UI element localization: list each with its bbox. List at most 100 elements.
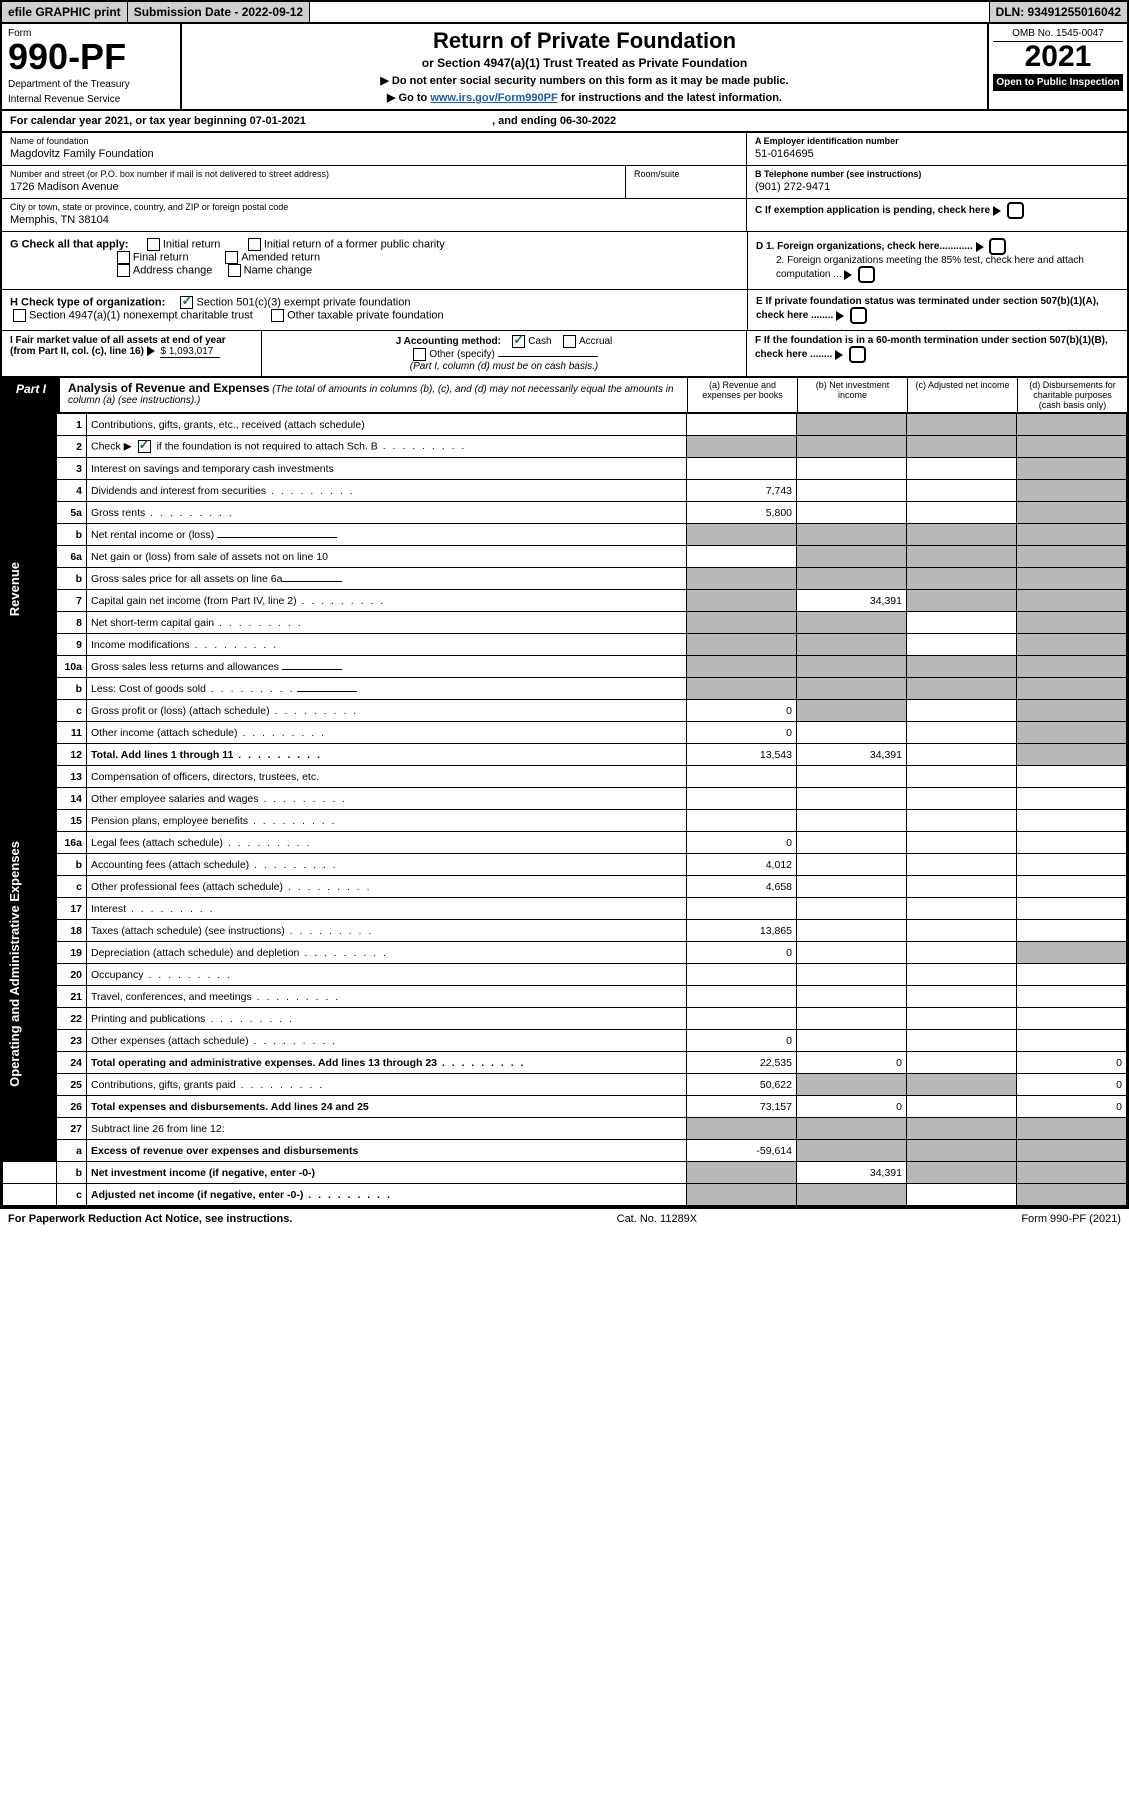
table-row: Revenue 1Contributions, gifts, grants, e… — [3, 414, 1127, 436]
checkbox-initial-former[interactable] — [248, 238, 261, 251]
table-row: bAccounting fees (attach schedule)4,012 — [3, 854, 1127, 876]
checkbox-d2[interactable] — [858, 266, 875, 283]
table-row: 23Other expenses (attach schedule)0 — [3, 1030, 1127, 1052]
checkbox-initial[interactable] — [147, 238, 160, 251]
ein-label: A Employer identification number — [755, 136, 1119, 146]
checkbox-schb[interactable] — [138, 440, 151, 453]
cal-end: 06-30-2022 — [560, 115, 616, 127]
form-reference: Form 990-PF (2021) — [1021, 1213, 1121, 1225]
checkbox-501c3[interactable] — [180, 296, 193, 309]
part1-header: Part I Analysis of Revenue and Expenses … — [2, 378, 1127, 413]
header-right: OMB No. 1545-0047 2021 Open to Public In… — [987, 24, 1127, 109]
e-label: E If private foundation status was termi… — [756, 296, 1099, 321]
table-row: 24Total operating and administrative exp… — [3, 1052, 1127, 1074]
catalog-number: Cat. No. 11289X — [617, 1213, 698, 1225]
tax-year: 2021 — [993, 42, 1123, 72]
table-row: bLess: Cost of goods sold — [3, 678, 1127, 700]
j-note: (Part I, column (d) must be on cash basi… — [410, 361, 598, 372]
table-row: 16aLegal fees (attach schedule)0 — [3, 832, 1127, 854]
arrow-icon — [976, 242, 984, 252]
submission-date: Submission Date - 2022-09-12 — [128, 2, 310, 22]
table-row: 12Total. Add lines 1 through 1113,54334,… — [3, 744, 1127, 766]
cash-label: Cash — [528, 336, 551, 347]
form-number: 990-PF — [8, 39, 174, 75]
header-center: Return of Private Foundation or Section … — [182, 24, 987, 109]
amended-label: Amended return — [241, 251, 320, 263]
part1-table: Revenue 1Contributions, gifts, grants, e… — [2, 413, 1127, 1206]
checkbox-e[interactable] — [850, 307, 867, 324]
final-return-label: Final return — [133, 251, 189, 263]
501c3-label: Section 501(c)(3) exempt private foundat… — [196, 296, 410, 308]
table-row: bGross sales price for all assets on lin… — [3, 568, 1127, 590]
checkbox-d1[interactable] — [989, 238, 1006, 255]
part1-title: Analysis of Revenue and Expenses — [68, 381, 269, 395]
cal-begin: 07-01-2021 — [250, 115, 306, 127]
col-c-header: (c) Adjusted net income — [907, 378, 1017, 412]
identity-block: Name of foundation Magdovitz Family Foun… — [2, 133, 1127, 231]
instr-1: ▶ Do not enter social security numbers o… — [190, 74, 979, 87]
foundation-name: Magdovitz Family Foundation — [10, 146, 738, 162]
checkbox-amended[interactable] — [225, 251, 238, 264]
header-row: Form 990-PF Department of the Treasury I… — [2, 24, 1127, 111]
table-row: 27Subtract line 26 from line 12: — [3, 1118, 1127, 1140]
arrow-icon — [844, 270, 852, 280]
city-value: Memphis, TN 38104 — [10, 212, 738, 228]
other-method-label: Other (specify) — [429, 349, 495, 360]
instr2-pre: ▶ Go to — [387, 92, 430, 104]
form-container: efile GRAPHIC print Submission Date - 20… — [0, 0, 1129, 1208]
hij-row: I Fair market value of all assets at end… — [2, 330, 1127, 378]
paperwork-notice: For Paperwork Reduction Act Notice, see … — [8, 1213, 292, 1225]
table-row: aExcess of revenue over expenses and dis… — [3, 1140, 1127, 1162]
footer-row: For Paperwork Reduction Act Notice, see … — [0, 1208, 1129, 1229]
checkbox-f[interactable] — [849, 346, 866, 363]
table-row: 8Net short-term capital gain — [3, 612, 1127, 634]
accrual-label: Accrual — [579, 336, 612, 347]
d2-label: 2. Foreign organizations meeting the 85%… — [776, 255, 1084, 280]
col-d-header: (d) Disbursements for charitable purpose… — [1017, 378, 1127, 412]
table-row: 11Other income (attach schedule)0 — [3, 722, 1127, 744]
table-row: cOther professional fees (attach schedul… — [3, 876, 1127, 898]
table-row: 6aNet gain or (loss) from sale of assets… — [3, 546, 1127, 568]
checkbox-4947[interactable] — [13, 309, 26, 322]
table-row: 9Income modifications — [3, 634, 1127, 656]
revenue-side-label: Revenue — [7, 562, 22, 616]
cal-pre: For calendar year 2021, or tax year begi… — [10, 115, 250, 127]
checkbox-accrual[interactable] — [563, 335, 576, 348]
form-title: Return of Private Foundation — [190, 28, 979, 54]
room-label: Room/suite — [634, 169, 738, 179]
table-row: 17Interest — [3, 898, 1127, 920]
table-row: 18Taxes (attach schedule) (see instructi… — [3, 920, 1127, 942]
checkbox-address[interactable] — [117, 264, 130, 277]
table-row: 2Check ▶ if the foundation is not requir… — [3, 436, 1127, 458]
check-row-g: G Check all that apply: Initial return I… — [2, 231, 1127, 289]
checkbox-name[interactable] — [228, 264, 241, 277]
arrow-icon — [836, 311, 844, 321]
checkbox-final[interactable] — [117, 251, 130, 264]
checkbox-cash[interactable] — [512, 335, 525, 348]
table-row: 14Other employee salaries and wages — [3, 788, 1127, 810]
checkbox-other-method[interactable] — [413, 348, 426, 361]
table-row: 15Pension plans, employee benefits — [3, 810, 1127, 832]
part1-tab: Part I — [2, 378, 60, 412]
initial-former-label: Initial return of a former public charit… — [264, 238, 445, 250]
checkbox-other-taxable[interactable] — [271, 309, 284, 322]
table-row: 22Printing and publications — [3, 1008, 1127, 1030]
header-left: Form 990-PF Department of the Treasury I… — [2, 24, 182, 109]
inspection-label: Open to Public Inspection — [993, 74, 1123, 91]
table-row: bNet rental income or (loss) — [3, 524, 1127, 546]
irs-label: Internal Revenue Service — [8, 94, 174, 105]
name-change-label: Name change — [244, 264, 313, 276]
cal-mid: , and ending — [492, 115, 560, 127]
top-bar: efile GRAPHIC print Submission Date - 20… — [2, 2, 1127, 24]
other-taxable-label: Other taxable private foundation — [287, 309, 444, 321]
g-label: G Check all that apply: — [10, 238, 129, 250]
calendar-year-row: For calendar year 2021, or tax year begi… — [2, 111, 1127, 133]
irs-link[interactable]: www.irs.gov/Form990PF — [430, 92, 557, 104]
table-row: 26Total expenses and disbursements. Add … — [3, 1096, 1127, 1118]
table-row: 3Interest on savings and temporary cash … — [3, 458, 1127, 480]
city-label: City or town, state or province, country… — [10, 202, 738, 212]
checkbox-c[interactable] — [1007, 202, 1024, 219]
street-value: 1726 Madison Avenue — [10, 179, 617, 195]
initial-return-label: Initial return — [163, 238, 220, 250]
dln-label: DLN: 93491255016042 — [989, 2, 1127, 22]
